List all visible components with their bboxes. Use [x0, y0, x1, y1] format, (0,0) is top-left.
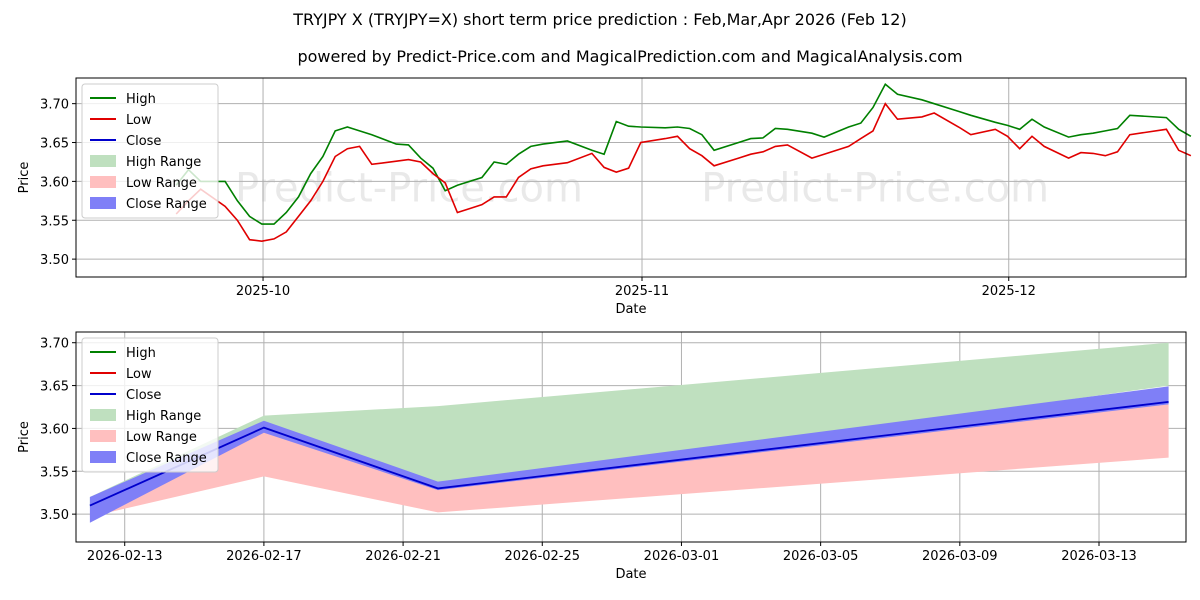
- legend-swatch-low-range: [90, 176, 116, 188]
- x-axis-label: Date: [615, 302, 646, 317]
- x-tick-label: 2025-10: [236, 284, 290, 299]
- watermark: Predict-Price.com: [235, 165, 583, 211]
- plot-frame: [75, 331, 1187, 543]
- y-tick-label: 3.70: [40, 337, 69, 352]
- legend-swatch-close-range: [90, 451, 116, 463]
- x-tick-label: 2026-03-13: [1061, 549, 1137, 564]
- y-tick-label: 3.55: [40, 465, 69, 480]
- y-tick-label: 3.55: [40, 214, 69, 229]
- high-range-band: [89, 342, 1169, 509]
- legend-label-low: Low: [126, 367, 152, 382]
- legend-label-low-range: Low Range: [126, 430, 197, 445]
- watermark: Predict-Price.com: [701, 165, 1049, 211]
- legend-swatch-close-range: [90, 197, 116, 209]
- y-tick-label: 3.50: [40, 253, 69, 268]
- y-tick-label: 3.60: [40, 175, 69, 190]
- y-tick-label: 3.50: [40, 508, 69, 523]
- legend-label-close: Close: [126, 388, 161, 403]
- y-tick-label: 3.65: [40, 380, 69, 395]
- x-axis-label: Date: [615, 567, 646, 582]
- legend-swatch-high-range: [90, 155, 116, 167]
- x-tick-label: 2025-11: [615, 284, 669, 299]
- low-series-line: [175, 102, 1192, 243]
- high-series-line: [175, 82, 1192, 225]
- legend-label-low: Low: [126, 113, 152, 128]
- low-range-band: [89, 404, 1169, 517]
- legend-label-close-range: Close Range: [126, 197, 207, 212]
- x-tick-label: 2026-03-01: [644, 549, 720, 564]
- y-tick-label: 3.60: [40, 422, 69, 437]
- top-chart-panel: Predict-Price.com Predict-Price.com 2025-1…: [17, 77, 1192, 317]
- legend-swatch-low-range: [90, 430, 116, 442]
- x-tick-label: 2026-03-05: [783, 549, 859, 564]
- legend-swatch-high-range: [90, 409, 116, 421]
- x-tick-label: 2026-02-21: [365, 549, 441, 564]
- legend-label-close-range: Close Range: [126, 451, 207, 466]
- chart-subtitle: powered by Predict-Price.com and Magical…: [297, 47, 962, 66]
- x-tick-label: 2026-02-17: [226, 549, 302, 564]
- y-axis-label: Price: [17, 162, 32, 194]
- legend-label-high-range: High Range: [126, 155, 201, 170]
- chart-title: TRYJPY X (TRYJPY=X) short term price pre…: [292, 10, 906, 29]
- x-tick-label: 2026-02-25: [504, 549, 580, 564]
- legend-label-high: High: [126, 346, 156, 361]
- x-tick-label: 2026-02-13: [87, 549, 163, 564]
- y-tick-label: 3.70: [40, 98, 69, 113]
- bottom-chart-panel: Predict-Price.comPredict-Price.com2026-0…: [17, 331, 1187, 582]
- x-tick-label: 2026-03-09: [922, 549, 998, 564]
- y-tick-label: 3.65: [40, 137, 69, 152]
- y-axis-label: Price: [17, 421, 32, 453]
- x-tick-label: 2025-12: [982, 284, 1036, 299]
- legend-label-high-range: High Range: [126, 409, 201, 424]
- legend-label-close: Close: [126, 134, 161, 149]
- legend-label-high: High: [126, 92, 156, 107]
- plot-frame: [75, 77, 1187, 278]
- legend-label-low-range: Low Range: [126, 176, 197, 191]
